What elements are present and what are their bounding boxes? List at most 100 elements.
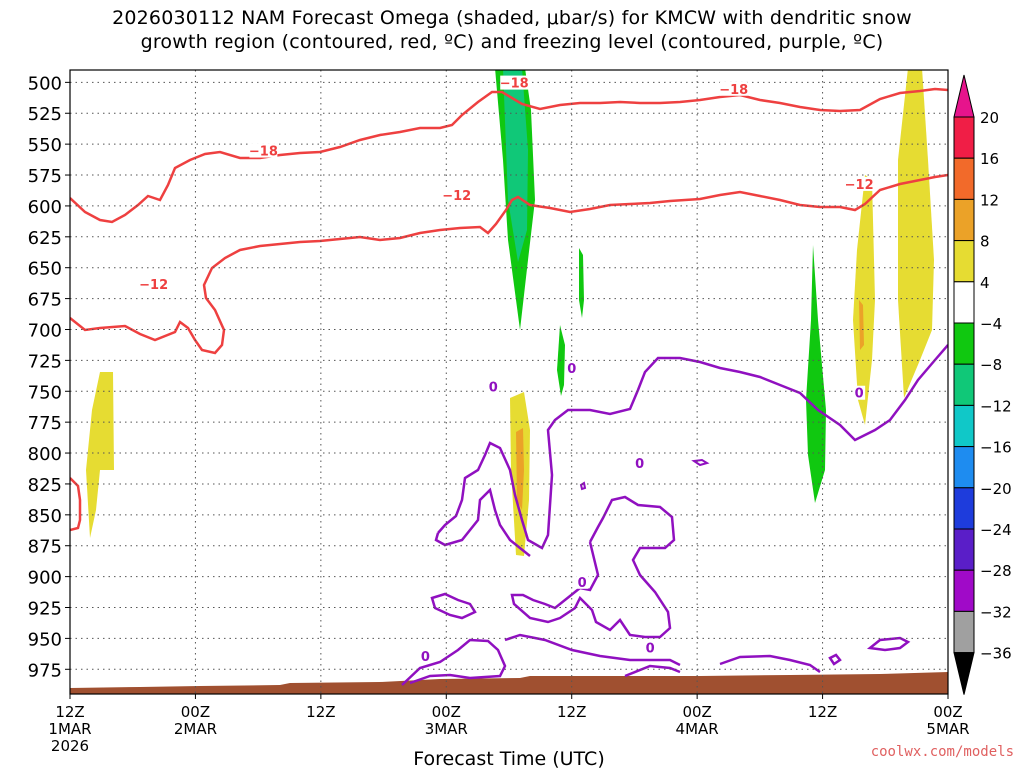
chart-title-line-1: 2026030112 NAM Forecast Omega (shaded, μ… — [112, 7, 912, 29]
freezing-level-contour — [401, 638, 507, 686]
x-tick-label: 12Z — [306, 703, 335, 721]
colorbar-bin — [953, 198, 975, 242]
contour-label: 0 — [855, 387, 864, 402]
x-tick-label: 5MAR — [926, 720, 969, 738]
colorbar-bottom-extension — [953, 652, 975, 695]
contour-label-background — [419, 648, 432, 663]
y-tick-label: 500 — [28, 73, 62, 94]
contour-label: −12 — [442, 189, 471, 204]
dgz-contour-minus12 — [70, 173, 948, 355]
contour-label: 0 — [567, 362, 576, 377]
y-tick-label: 700 — [28, 320, 62, 341]
y-tick-label: 525 — [28, 104, 62, 125]
y-tick-label: 900 — [28, 568, 62, 589]
freezing-level-contour — [510, 495, 676, 639]
pressure-axis: 500 525 550 575 600 625 650 675 700 725 750 775 800 8… — [28, 73, 70, 681]
y-tick-label: 725 — [28, 351, 62, 372]
y-tick-label: 975 — [28, 660, 62, 681]
x-tick-label: 00Z — [432, 703, 461, 721]
freezing-level-contour — [504, 633, 681, 667]
contour-label-background — [845, 176, 874, 191]
contour-label-background — [633, 456, 646, 471]
contour-label: 0 — [635, 457, 644, 472]
freezing-level-contour — [434, 487, 531, 557]
freezing-level-contour — [430, 592, 477, 620]
x-tick-label: 3MAR — [425, 720, 468, 738]
contour-label: −12 — [845, 178, 874, 193]
contour-label-background — [139, 277, 168, 292]
contour-label: 0 — [578, 576, 587, 591]
contour-label-background — [442, 188, 471, 203]
x-tick-label: 2MAR — [174, 720, 217, 738]
freezing-level-contour — [437, 344, 948, 550]
contour-label-background — [576, 574, 589, 589]
colorbar-bin — [953, 446, 975, 489]
attribution: coolwx.com/models — [870, 744, 1014, 760]
terrain-fill — [70, 672, 948, 694]
y-tick-label: 550 — [28, 135, 62, 156]
colorbar-label: 20 — [980, 109, 999, 127]
x-tick-label: 12Z — [55, 703, 84, 721]
contour-label-background — [487, 379, 500, 394]
omega-shade-orange — [859, 300, 864, 350]
colorbar-bin — [953, 116, 975, 159]
chart-title-line-2: growth region (contoured, red, ºC) and f… — [140, 31, 884, 53]
colorbar-label: −32 — [980, 603, 1012, 621]
y-tick-label: 650 — [28, 259, 62, 280]
colorbar-label: 4 — [980, 274, 990, 292]
colorbar-top-extension — [953, 74, 975, 118]
y-tick-label: 675 — [28, 290, 62, 311]
colorbar-bin — [953, 569, 975, 612]
colorbar-label: −12 — [980, 397, 1012, 415]
contour-label-background — [644, 640, 657, 655]
y-tick-label: 875 — [28, 537, 62, 558]
y-tick-label: 800 — [28, 444, 62, 465]
plot-frame — [69, 69, 949, 695]
y-tick-label: 600 — [28, 197, 62, 218]
colorbar-bin — [953, 363, 975, 406]
omega-shade-green — [579, 248, 584, 318]
contour-label: −12 — [139, 278, 168, 293]
freezing-level-contour — [624, 664, 681, 678]
contour-label-background — [853, 385, 866, 400]
freezing-level-contour — [691, 458, 710, 467]
colorbar-label: −20 — [980, 480, 1012, 498]
colorbar-bin — [953, 528, 975, 571]
omega-shade-teal — [503, 70, 528, 262]
omega-colorbar: 20 16 12 8 4 −4 −8 −12 −16 −20 −24 −28 −32 −36 — [953, 74, 1012, 695]
y-tick-label: 850 — [28, 506, 62, 527]
colorbar-bin — [953, 404, 975, 448]
omega-shade-yellow — [853, 175, 875, 425]
x-tick-label: 4MAR — [676, 720, 719, 738]
contour-label: −18 — [719, 83, 748, 98]
contour-labels: −18 −18 −18 −12 −12 −12 0 0 0 0 0 0 0 — [139, 75, 874, 665]
omega-shade-yellow — [86, 372, 114, 538]
colorbar-label: 8 — [980, 233, 990, 251]
omega-shade-green — [806, 245, 826, 503]
dgz-contour-minus12 — [70, 477, 82, 532]
contour-label: −18 — [249, 145, 278, 160]
colorbar-bin — [953, 157, 975, 200]
contour-label-background — [719, 81, 748, 96]
x-axis-title: Forecast Time (UTC) — [413, 748, 604, 768]
colorbar-label: −8 — [980, 356, 1002, 374]
colorbar-bin — [953, 322, 975, 365]
colorbar-bin — [953, 240, 975, 283]
chart-title: 2026030112 NAM Forecast Omega (shaded, μ… — [0, 6, 1024, 54]
freezing-level-contour — [866, 636, 911, 652]
x-tick-label: 00Z — [933, 703, 962, 721]
contour-label: 0 — [421, 650, 430, 665]
contour-label-background — [249, 143, 278, 158]
y-tick-label: 575 — [28, 166, 62, 187]
x-tick-label: 00Z — [181, 703, 210, 721]
y-tick-label: 750 — [28, 382, 62, 403]
contour-label-background — [565, 361, 578, 376]
x-tick-label: 00Z — [682, 703, 711, 721]
x-tick-label: 1MAR — [48, 720, 91, 738]
x-tick-label: 2026 — [51, 737, 89, 755]
dgz-contour-minus18 — [70, 87, 948, 224]
contour-label-background — [500, 75, 529, 90]
omega-shade-yellow — [898, 70, 934, 398]
